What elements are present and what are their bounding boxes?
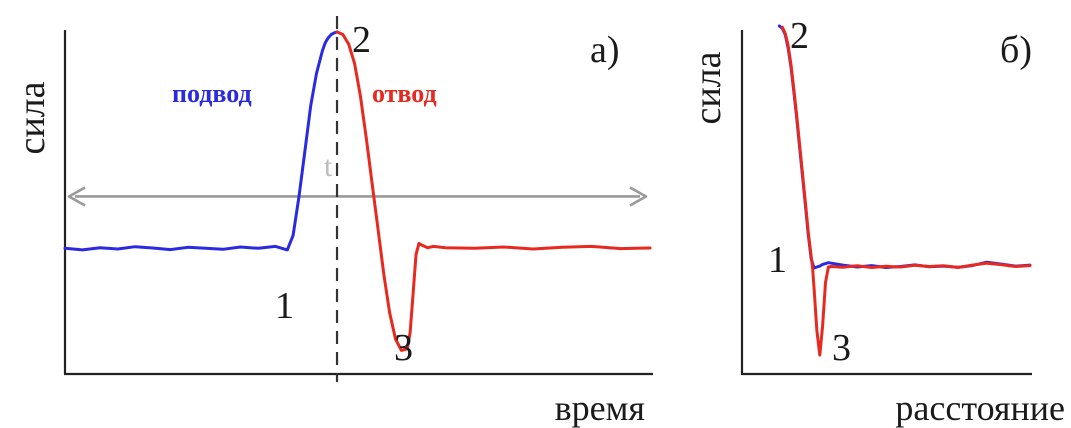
panel-b-plot-area <box>777 24 1032 357</box>
duration-arrow <box>67 186 648 207</box>
panel-a-point-1-label: 1 <box>275 285 294 327</box>
panel-a-point-3-label: 3 <box>394 327 413 369</box>
series-line-retract <box>335 30 652 352</box>
duration-label: t <box>324 150 333 183</box>
panel-a-point-2-label: 2 <box>352 19 371 61</box>
panel-a-panel-label: a) <box>590 29 620 71</box>
retract-label: отвод <box>372 79 437 108</box>
panel-b-point-3-label: 3 <box>832 327 851 369</box>
duration-arrow-right-head <box>629 186 648 207</box>
panel-b-point-1-label: 1 <box>768 239 787 281</box>
series-line-retract <box>780 25 1032 357</box>
panel-a-plot-area <box>63 16 652 382</box>
panel-b-y-axis-label: сила <box>687 51 729 124</box>
panel-b-x-axis-label: расстояние <box>895 388 1065 428</box>
panel-b-point-2-label: 2 <box>790 15 809 57</box>
panel-a-x-axis-label: время <box>555 388 645 428</box>
panel-b-panel-label: б) <box>1000 29 1032 71</box>
series-line-approach <box>777 24 1032 270</box>
approach-label: подвод <box>172 79 252 108</box>
panel-b-distance-chart: сила расстояние б) 1 2 3 <box>687 15 1065 428</box>
panel-a-time-chart: сила время a) t подвод отвод 1 2 3 <box>11 16 653 428</box>
series-line-approach <box>63 30 339 252</box>
panel-a-y-axis-label: сила <box>11 81 53 154</box>
duration-arrow-left-head <box>67 186 86 207</box>
